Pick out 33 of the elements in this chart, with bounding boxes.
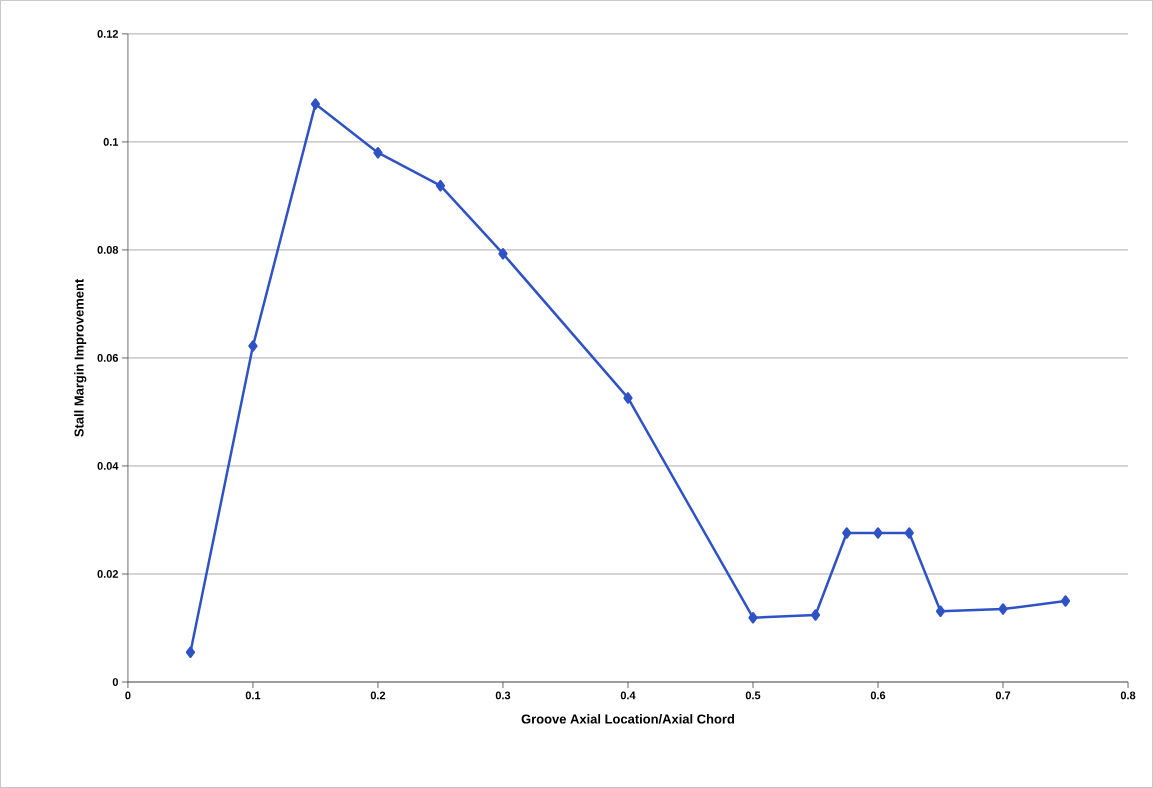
y-tick-label: 0.08 — [97, 246, 119, 254]
y-tick-label: 0.06 — [97, 354, 119, 362]
y-tick-label: 0.12 — [97, 30, 118, 38]
point — [248, 340, 258, 352]
point — [935, 605, 946, 618]
x-tick-label: 0.5 — [745, 691, 761, 700]
point — [748, 612, 758, 624]
y-tick-label: 0.02 — [97, 570, 118, 578]
x-tick-label: 0.4 — [620, 691, 636, 700]
point — [185, 646, 196, 659]
x-tick-label: 0.8 — [1120, 691, 1136, 700]
y-tick-label: 0 — [112, 678, 118, 686]
x-axis-title: Groove Axial Location/Axial Chord — [521, 714, 735, 724]
point — [435, 179, 446, 192]
point — [810, 609, 821, 621]
point — [498, 248, 508, 260]
x-tick-label: 0.2 — [370, 691, 386, 700]
x-tick-label: 0.1 — [245, 691, 261, 700]
point — [373, 147, 383, 159]
point — [310, 98, 321, 110]
x-tick-label: 0.3 — [495, 691, 511, 700]
point — [873, 527, 883, 539]
y-tick-label: 0.04 — [97, 462, 119, 470]
point — [623, 392, 633, 404]
point — [842, 527, 852, 539]
x-tick-label: 0.6 — [870, 691, 886, 700]
y-axis-title: Stall Margin Improvement — [74, 278, 87, 437]
x-tick-label: 0.7 — [995, 691, 1011, 700]
point — [904, 527, 914, 539]
x-tick-label: 0 — [125, 691, 131, 700]
y-tick-label: 0.1 — [103, 138, 119, 146]
point — [1060, 595, 1071, 607]
point — [998, 603, 1008, 615]
